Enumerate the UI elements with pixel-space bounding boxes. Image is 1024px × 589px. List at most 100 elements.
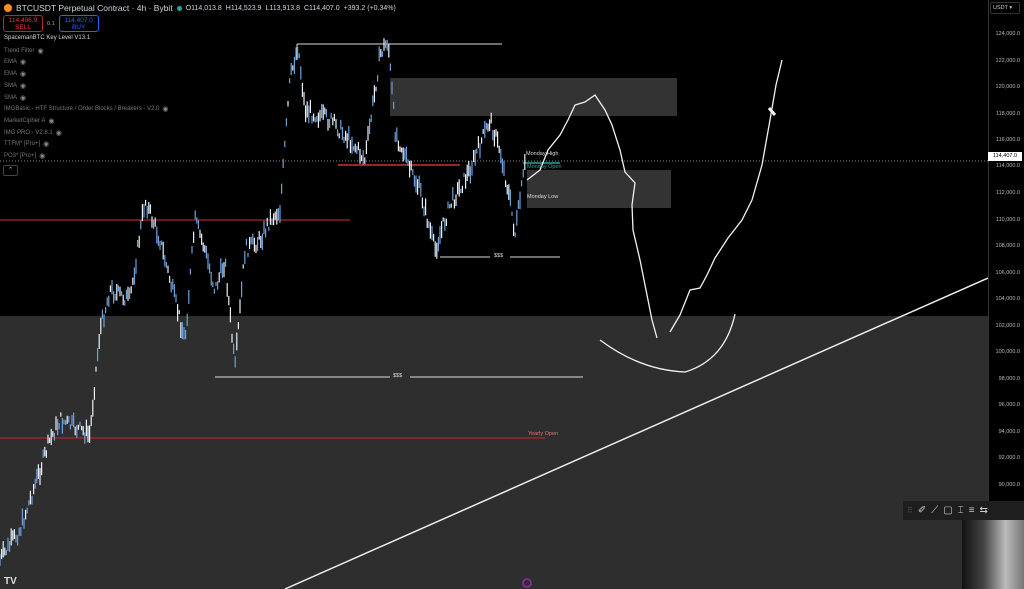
indicator-name: SMA [4,82,18,89]
drawing-toolbar: ⠿ ✐ ⟋ ▢ ⌶ ≡ ⇆ [903,501,1024,520]
eye-icon[interactable]: ◉ [48,117,55,125]
indicator-item[interactable]: EMA ◉ [4,58,26,66]
monday-low-label: Monday Low [527,194,559,200]
indicator-name: MarketCipher A [4,117,46,124]
liquidity-label-top: $$$ [494,253,504,259]
eye-icon[interactable]: ◉ [39,153,46,160]
monday-open-label: Monday Open [527,164,562,170]
pen-cursor [767,107,777,116]
price-tick: 110,000.0 [995,216,1020,223]
ohlc-open: O114,013.8 [185,4,222,12]
order-block-upper [390,78,677,116]
ohlc-change: +393.2 (+0.34%) [343,4,396,12]
brush-icon[interactable]: ✐ [917,505,927,516]
trendline[interactable] [284,277,988,589]
ohlc-close: C114,407.0 [303,4,340,12]
ohlc-high: H114,523.9 [225,4,262,12]
price-axis[interactable]: 124,000.0 122,000.0 120,000.0 118,000.0 116,… [988,0,1024,589]
indicator-name: SpacemanBTC Key Level V13.1 [4,35,91,41]
indicator-name: TTFM* [Pro+] [4,141,41,148]
liquidity-label-bottom: $$$ [393,373,403,379]
indicator-name: IMGBasic - HTF Structure / Order Blocks … [4,106,160,113]
freehand-bowl [599,313,736,373]
price-candles [0,38,526,566]
symbol-title[interactable]: BTCUSDT Perpetual Contract · 4h · Bybit [16,3,173,13]
replay-icon[interactable] [522,578,532,588]
currency-label: USDT [993,5,1008,11]
webcam-overlay [962,520,1024,589]
drag-handle-icon[interactable]: ⠿ [907,506,913,515]
indicator-name: IMG PRO - V2.8.1 [4,129,53,136]
text-icon[interactable]: ⌶ [957,505,964,516]
price-tick: 118,000.0 [995,110,1020,117]
price-tick: 102,000.0 [995,322,1020,329]
price-tick: 114,000.0 [995,163,1020,169]
order-block-lower [527,170,671,208]
indicator-name: PO3* [Pro+] [4,153,37,159]
indicator-item[interactable]: PO3* [Pro+] ◉ [4,152,45,160]
price-tick: 120,000.0 [995,84,1020,90]
collapse-legend-button[interactable]: ⌃ [3,165,18,176]
indicator-item[interactable]: TTFM* [Pro+] ◉ [4,140,49,148]
yearly-open-label: Yearly Open [528,431,559,437]
price-tick: 90,000.0 [998,481,1020,488]
sell-button[interactable]: 114,406.9 SELL [3,15,43,32]
eye-icon[interactable]: ◉ [43,141,50,149]
indicator-item[interactable]: Trend Filter ◉ [4,47,44,55]
quantity[interactable]: 0.1 [47,20,55,27]
price-tick: 92,000.0 [998,455,1020,461]
tradingview-logo: TV [4,576,17,587]
indicator-name: SMA [4,94,18,101]
eye-icon[interactable]: ◉ [162,106,169,114]
freehand-drawings[interactable] [526,59,783,373]
currency-selector[interactable]: USDT ▾ [990,2,1020,14]
price-tick: 96,000.0 [998,402,1020,408]
indicator-item[interactable]: IMGBasic - HTF Structure / Order Blocks … [4,105,168,113]
indicator-item[interactable]: MarketCipher A ◉ [4,117,54,125]
freehand-path-up [669,59,783,333]
market-status-icon [176,5,182,11]
indicator-item[interactable]: IMG PRO - V2.8.1 ◉ [4,129,62,137]
price-tick: 104,000.0 [995,296,1020,302]
buy-price: 114,407.0 [64,17,93,24]
eye-icon[interactable]: ◉ [55,129,62,137]
indicator-name: Trend Filter [4,47,35,54]
chart-header: BTCUSDT Perpetual Contract · 4h · Bybit … [4,3,396,13]
current-price-tag: 114,407.0 [988,152,1022,161]
chart-canvas[interactable] [0,0,988,589]
ohlc-low: L113,913.8 [265,4,300,12]
monday-high-label: Monday High [526,151,559,157]
bitcoin-logo-icon [4,4,12,12]
indicator-item[interactable]: SMA ◉ [4,94,26,102]
price-tick: 100,000.0 [995,349,1020,355]
buy-label: BUY [71,24,86,31]
indicator-name: EMA [4,71,18,78]
price-tick: 122,000.0 [995,57,1020,64]
eye-icon[interactable]: ◉ [20,82,27,90]
eye-icon[interactable]: ◉ [37,47,44,55]
price-tick: 108,000.0 [995,243,1020,249]
eye-icon[interactable]: ◉ [20,94,27,102]
align-icon[interactable]: ≡ [968,505,975,516]
price-tick: 94,000.0 [998,428,1020,435]
price-tick: 106,000.0 [995,269,1020,276]
line-icon[interactable]: ⟋ [931,505,939,516]
indicator-name: EMA [4,59,18,66]
rectangle-icon[interactable]: ▢ [943,505,953,516]
sell-label: SELL [15,24,31,31]
indicator-item[interactable]: EMA ◉ [4,70,26,78]
settings-icon[interactable]: ⇆ [979,505,988,516]
sell-price: 114,406.9 [8,17,38,24]
lower-zone [0,316,988,589]
price-tick: 112,000.0 [995,190,1020,196]
price-tick: 98,000.0 [998,375,1020,382]
trade-panel: 114,406.9 SELL 0.1 114,407.0 BUY [3,15,99,32]
indicator-item[interactable]: SMA ◉ [4,82,26,90]
price-tick: 124,000.0 [995,31,1020,37]
eye-icon[interactable]: ◉ [20,59,27,67]
freehand-path-down [526,94,658,339]
buy-button[interactable]: 114,407.0 BUY [58,15,99,32]
eye-icon[interactable]: ◉ [20,71,27,79]
price-tick: 116,000.0 [995,137,1020,143]
indicator-item[interactable]: SpacemanBTC Key Level V13.1 [4,35,90,41]
